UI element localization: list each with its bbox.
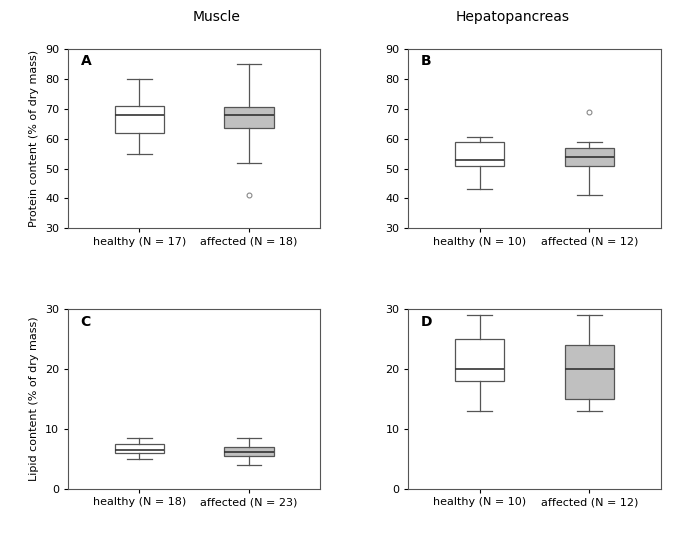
PathPatch shape	[565, 148, 614, 166]
PathPatch shape	[114, 444, 164, 453]
PathPatch shape	[114, 106, 164, 132]
Text: B: B	[421, 54, 432, 68]
Y-axis label: Lipid content (% of dry mass): Lipid content (% of dry mass)	[29, 317, 39, 481]
Text: A: A	[81, 54, 91, 68]
Y-axis label: Protein content (% of dry mass): Protein content (% of dry mass)	[29, 50, 39, 227]
Text: Muscle: Muscle	[192, 10, 240, 24]
Text: D: D	[421, 314, 432, 329]
PathPatch shape	[224, 447, 274, 456]
PathPatch shape	[224, 107, 274, 128]
PathPatch shape	[565, 345, 614, 399]
Text: C: C	[81, 314, 91, 329]
Text: Hepatopancreas: Hepatopancreas	[456, 10, 569, 24]
PathPatch shape	[455, 339, 505, 381]
PathPatch shape	[455, 142, 505, 166]
